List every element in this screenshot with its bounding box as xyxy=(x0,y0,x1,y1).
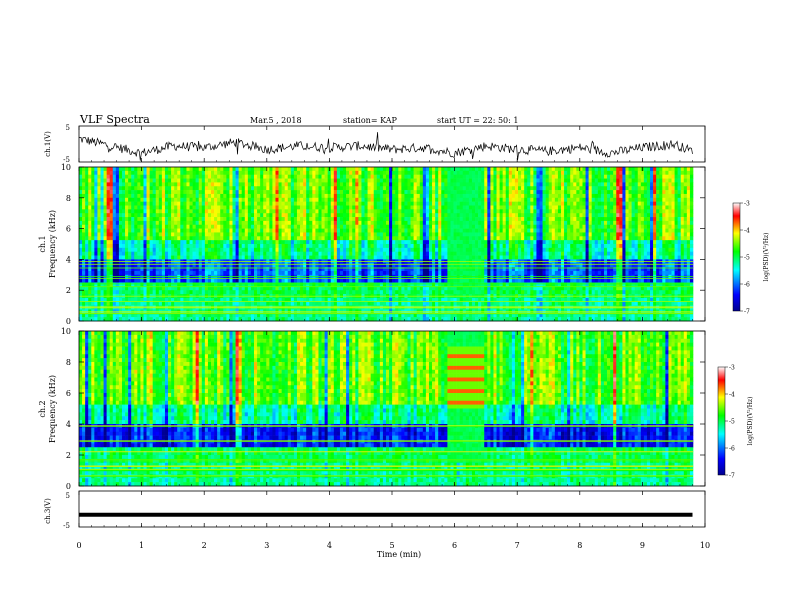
colorbar-tick-label: -3 xyxy=(744,201,750,208)
freq-tick-label: 2 xyxy=(66,451,71,460)
ch3-ytick-top: 5 xyxy=(66,492,70,500)
freq-tick-label: 6 xyxy=(66,389,71,398)
colorbar-tick-label: -4 xyxy=(744,228,750,235)
colorbar-tick-label: -6 xyxy=(729,446,735,453)
time-tick-label: 10 xyxy=(700,541,710,550)
time-tick-label: 7 xyxy=(515,541,520,550)
freq-tick-label: 6 xyxy=(66,225,71,234)
freq-tick-label: 10 xyxy=(61,327,71,336)
colorbar-tick-label: -7 xyxy=(744,309,750,316)
x-axis-label: Time (min) xyxy=(377,550,421,559)
time-tick-label: 9 xyxy=(640,541,645,550)
time-tick-label: 0 xyxy=(76,541,81,550)
colorbar-tick-label: -5 xyxy=(744,255,750,262)
ch1-voltage-ylabel: ch.1(V) xyxy=(44,131,52,157)
freq-tick-label: 0 xyxy=(66,317,71,326)
time-tick-label: 8 xyxy=(577,541,582,550)
time-tick-label: 3 xyxy=(264,541,269,550)
ch2-colorbar-label: log(PSD)(V²/Hz) xyxy=(747,397,754,446)
ch1-spectrogram-panel: 0 2 4 6 8 10 ch.1 Frequency (kHz) xyxy=(38,163,706,326)
freq-tick-label: 4 xyxy=(66,255,71,264)
freq-tick-label: 10 xyxy=(61,163,71,172)
ch3-ytick-bottom: -5 xyxy=(63,522,70,530)
freq-tick-label: 0 xyxy=(66,482,71,491)
ch2-spectrogram-image xyxy=(79,331,694,487)
ch1-voltage-trace xyxy=(78,132,693,161)
colorbar-tick-label: -5 xyxy=(729,419,735,426)
freq-tick-label: 4 xyxy=(66,420,71,429)
time-tick-label: 5 xyxy=(389,541,394,550)
x-axis: 0 1 2 3 4 5 6 7 8 9 10 xyxy=(76,126,710,550)
ch2-spectrogram-ylabel-channel: ch.2 xyxy=(38,400,47,417)
chart-title: VLF Spectra xyxy=(79,113,150,126)
time-tick-label: 4 xyxy=(327,541,332,550)
ch1-colorbar-label: log(PSD)(V²/Hz) xyxy=(763,233,770,282)
colorbar-tick-label: -3 xyxy=(729,365,735,372)
colorbar-tick-label: -7 xyxy=(729,473,735,480)
ch1-ytick-bottom: -5 xyxy=(63,156,70,164)
ch2-colorbar: -3 -4 -5 -6 -7 log(PSD)(V²/Hz) xyxy=(717,365,754,480)
time-tick-label: 1 xyxy=(139,541,144,550)
freq-tick-label: 8 xyxy=(66,194,71,203)
ch1-voltage-panel: 5 -5 ch.1(V) xyxy=(44,124,706,164)
ch3-voltage-ylabel: ch.3(V) xyxy=(44,498,52,524)
station-label: station= KAP xyxy=(343,116,398,125)
ch1-ytick-top: 5 xyxy=(66,124,70,132)
ch2-spectrogram-ylabel-freq: Frequency (kHz) xyxy=(48,375,57,443)
ch1-spectrogram-ylabel-freq: Frequency (kHz) xyxy=(48,210,57,278)
freq-tick-label: 8 xyxy=(66,358,71,367)
date-label: Mar.5 , 2018 xyxy=(250,116,302,125)
colorbar-tick-label: -4 xyxy=(729,392,735,399)
ch1-colorbar: -3 -4 -5 -6 -7 log(PSD)(V²/Hz) xyxy=(732,201,770,316)
time-tick-label: 2 xyxy=(202,541,207,550)
ch2-spectrogram-panel: 0 2 4 6 8 10 ch.2 Frequency (kHz) xyxy=(38,327,706,491)
freq-tick-label: 2 xyxy=(66,286,71,295)
colorbar-tick-label: -6 xyxy=(744,282,750,289)
time-tick-label: 6 xyxy=(452,541,457,550)
start-time-label: start UT = 22: 50: 1 xyxy=(437,116,518,125)
ch1-spectrogram-image xyxy=(79,167,694,322)
ch3-voltage-panel: 5 -5 ch.3(V) xyxy=(44,490,706,530)
ch1-spectrogram-ylabel-channel: ch.1 xyxy=(38,235,47,252)
